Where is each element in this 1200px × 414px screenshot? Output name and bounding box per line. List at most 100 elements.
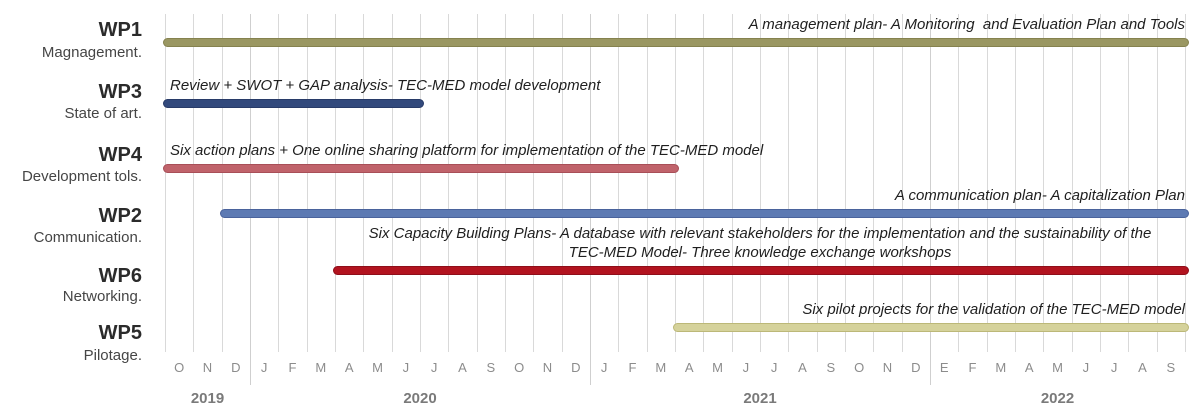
month-label: S <box>1166 360 1176 375</box>
month-label: M <box>315 360 327 375</box>
bar-annotation: A management plan- A Monitoring and Eval… <box>170 15 1185 34</box>
gridline <box>731 14 733 352</box>
gridline <box>901 14 903 352</box>
month-label: D <box>231 360 241 375</box>
wp-label-wp6: WP6 <box>98 265 142 287</box>
gantt-bar-wp5 <box>673 322 1189 332</box>
gridline <box>363 14 365 352</box>
wp-label-wp2: WP2 <box>98 205 142 227</box>
bar-annotation: Six pilot projects for the validation of… <box>170 300 1185 319</box>
month-label: J <box>260 360 268 375</box>
year-label: 2019 <box>190 390 225 407</box>
gantt-bar-wp3 <box>163 98 424 108</box>
wp-sublabel: Networking. <box>62 288 142 305</box>
gantt-bar-wp2 <box>219 208 1189 218</box>
gridline <box>1043 14 1045 352</box>
gridline <box>335 14 336 352</box>
gridline <box>420 14 421 352</box>
annotation-line: A communication plan- A capitalization P… <box>894 187 1185 204</box>
month-label: A <box>1024 360 1034 375</box>
gridline <box>1185 14 1186 352</box>
wp-sublabel: Communication. <box>33 229 142 246</box>
month-label: J <box>1110 360 1118 375</box>
month-label: F <box>288 360 297 375</box>
gridline <box>476 14 478 352</box>
annotation-line: TEC-MED Model- Three knowledge exchange … <box>568 244 952 261</box>
gridline <box>278 14 280 352</box>
gridline <box>986 14 988 352</box>
bar-annotation: A communication plan- A capitalization P… <box>170 186 1185 205</box>
gridline <box>788 14 790 352</box>
gridline <box>646 14 648 352</box>
gridline <box>1156 14 1158 352</box>
annotation-line: Review + SWOT + GAP analysis- TEC-MED mo… <box>170 77 601 94</box>
month-label: M <box>995 360 1007 375</box>
bar-annotation: Six action plans + One online sharing pl… <box>170 141 1185 160</box>
gridline <box>1015 14 1016 352</box>
gridline <box>306 14 308 352</box>
bar-annotation: Review + SWOT + GAP analysis- TEC-MED mo… <box>170 76 1185 95</box>
month-label: M <box>1052 360 1063 375</box>
month-label: N <box>202 360 213 375</box>
month-label: S <box>486 360 496 375</box>
wp-label-wp5: WP5 <box>98 322 142 344</box>
gridline <box>1100 14 1101 352</box>
gridline <box>845 14 846 352</box>
wp-sublabel: Pilotage. <box>83 347 142 364</box>
month-label: M <box>712 360 723 375</box>
gridline <box>193 14 195 352</box>
gridline <box>618 14 620 352</box>
month-label: A <box>344 360 354 375</box>
year-separator-line <box>250 14 251 385</box>
annotation-line: Six pilot projects for the validation of… <box>802 301 1185 318</box>
wp-label-wp1: WP1 <box>98 19 142 41</box>
month-label: D <box>571 360 581 375</box>
bar-annotation: Six Capacity Building Plans- A database … <box>335 224 1185 262</box>
gridline <box>816 14 818 352</box>
month-label: E <box>939 360 949 375</box>
wp-sublabel: Development tols. <box>21 168 142 185</box>
gridline <box>165 14 166 352</box>
month-label: A <box>684 360 694 375</box>
gridline <box>391 14 393 352</box>
month-label: N <box>542 360 553 375</box>
month-label: A <box>798 360 807 375</box>
gridline <box>221 14 223 352</box>
month-label: J <box>600 360 608 375</box>
month-label: O <box>854 360 865 375</box>
annotation-line: Six Capacity Building Plans- A database … <box>368 225 1152 242</box>
month-label: J <box>430 360 438 375</box>
month-label: O <box>514 360 525 375</box>
gridline <box>1128 14 1130 352</box>
annotation-line: Six action plans + One online sharing pl… <box>170 142 764 159</box>
gridline <box>533 14 535 352</box>
wp-label-wp3: WP3 <box>98 81 142 103</box>
month-label: J <box>770 360 778 375</box>
annotation-line: A management plan- A Monitoring and Eval… <box>748 16 1185 33</box>
wp-label-wp4: WP4 <box>98 144 142 166</box>
gridline <box>760 14 761 352</box>
month-label: M <box>372 360 383 375</box>
gridline <box>873 14 875 352</box>
month-label: F <box>968 360 977 375</box>
year-separator-line <box>590 14 591 385</box>
month-label: M <box>655 360 667 375</box>
gridline <box>561 14 563 352</box>
year-label: 2021 <box>743 390 777 407</box>
gridline <box>505 14 506 352</box>
month-label: J <box>742 360 750 375</box>
month-label: A <box>458 360 467 375</box>
year-separator-line <box>930 14 931 385</box>
gridline <box>703 14 705 352</box>
gantt-bar-wp6 <box>333 265 1189 275</box>
gridline <box>675 14 676 352</box>
month-label: F <box>628 360 637 375</box>
month-label: S <box>826 360 836 375</box>
month-label: N <box>882 360 893 375</box>
month-label: D <box>911 360 921 375</box>
month-label: J <box>402 360 410 375</box>
gantt-bar-wp1 <box>163 37 1189 47</box>
wp-sublabel: State of art. <box>64 105 142 122</box>
month-label: A <box>1138 360 1147 375</box>
